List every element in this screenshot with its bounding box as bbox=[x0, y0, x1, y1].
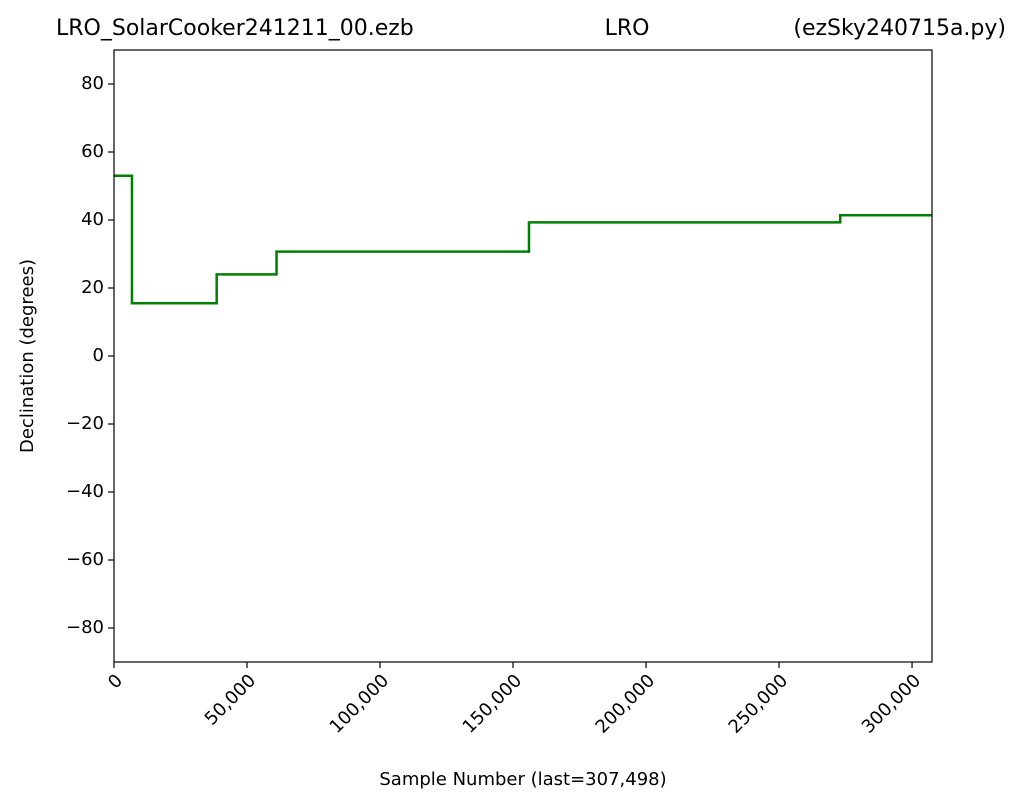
x-tick-label: 0 bbox=[104, 670, 127, 693]
y-tick-label: 0 bbox=[93, 345, 104, 366]
x-tick-label: 300,000 bbox=[858, 670, 925, 737]
x-tick-label: 50,000 bbox=[201, 670, 260, 729]
y-tick-label: −60 bbox=[66, 549, 104, 570]
y-tick-label: 80 bbox=[81, 73, 104, 94]
plot-frame bbox=[113, 49, 933, 663]
chart-title-center: LRO bbox=[605, 16, 650, 41]
y-axis-label: Declination (degrees) bbox=[17, 259, 38, 453]
chart-title-right: (ezSky240715a.py) bbox=[793, 16, 1006, 41]
x-tick-label: 200,000 bbox=[592, 670, 659, 737]
y-tick-label: 60 bbox=[81, 141, 104, 162]
chart-title-left: LRO_SolarCooker241211_00.ezb bbox=[56, 16, 414, 41]
x-axis-label: Sample Number (last=307,498) bbox=[379, 769, 666, 790]
x-tick-label: 250,000 bbox=[725, 670, 792, 737]
y-tick-label: −80 bbox=[66, 617, 104, 638]
x-tick-label: 100,000 bbox=[326, 670, 393, 737]
x-tick-label: 150,000 bbox=[459, 670, 526, 737]
y-tick-label: −20 bbox=[66, 413, 104, 434]
y-tick-label: 20 bbox=[81, 277, 104, 298]
y-tick-label: 40 bbox=[81, 209, 104, 230]
y-tick-label: −40 bbox=[66, 481, 104, 502]
data-line bbox=[114, 174, 932, 305]
